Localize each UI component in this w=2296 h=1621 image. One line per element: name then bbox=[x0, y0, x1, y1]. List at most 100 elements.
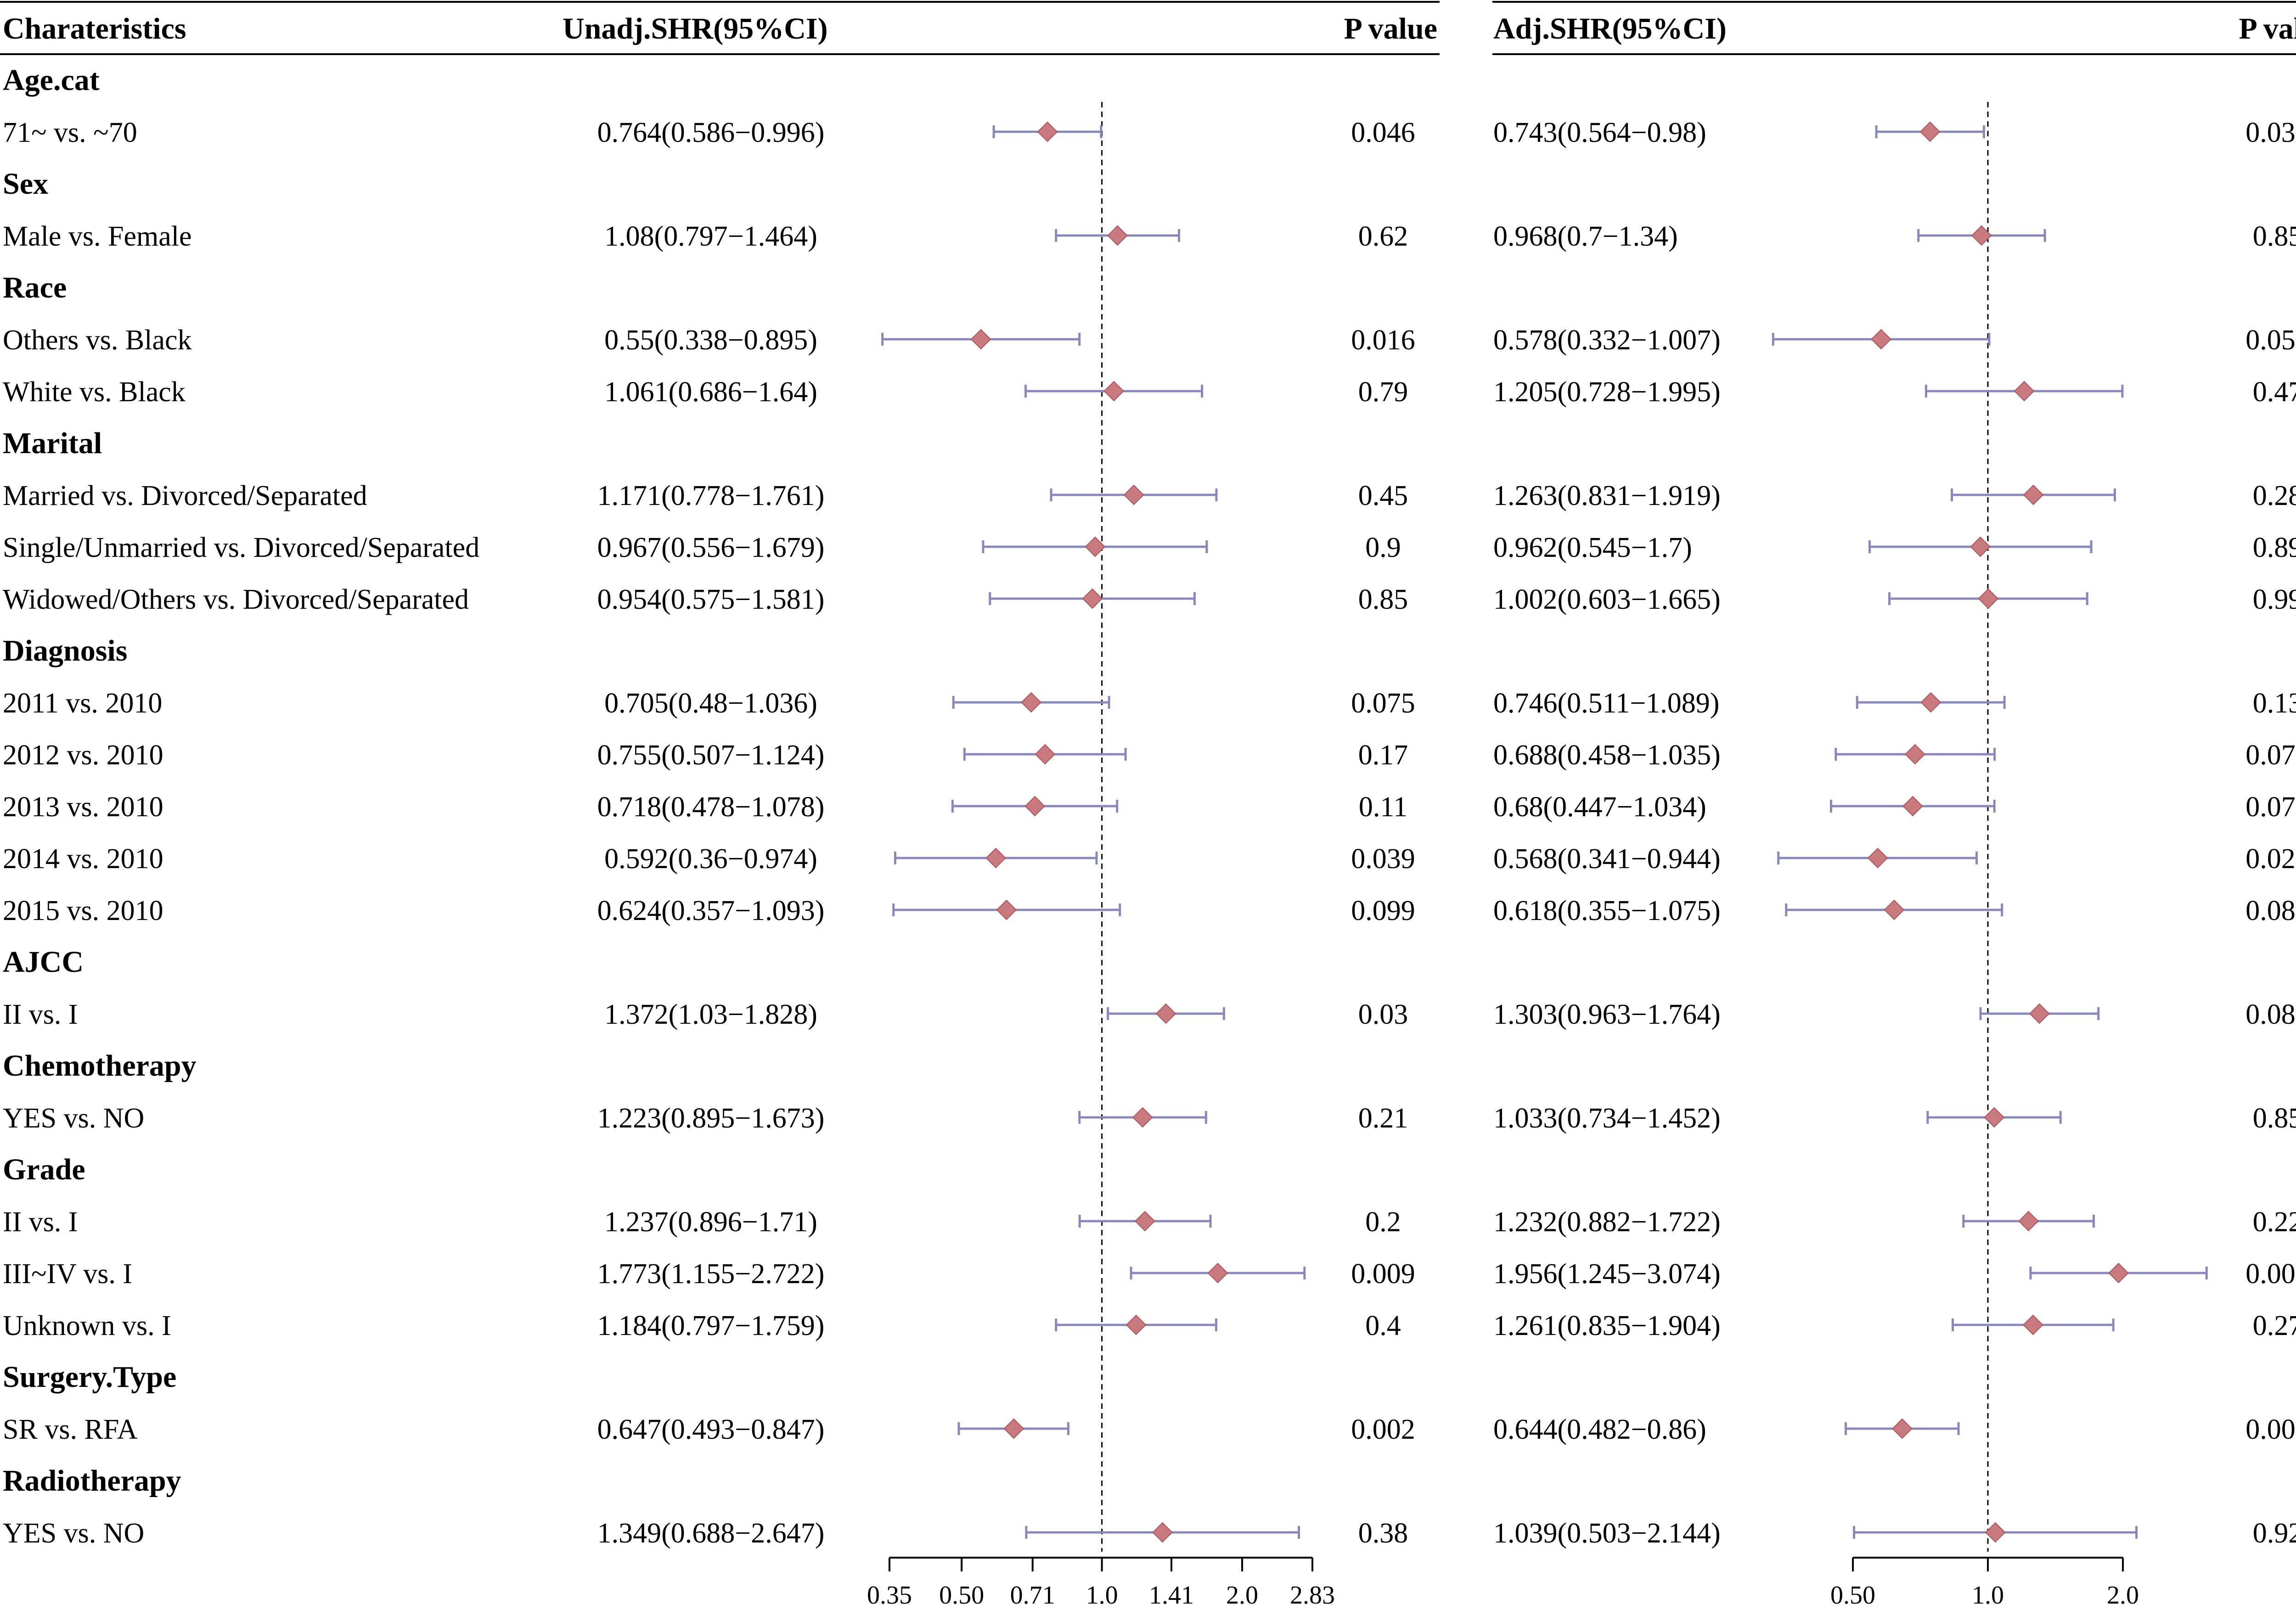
unadj-axis-tick-label: 1.41 bbox=[1149, 1581, 1194, 1610]
group-label: Diagnosis bbox=[3, 634, 127, 667]
unadj-shr-value: 1.08(0.797−1.464) bbox=[604, 221, 817, 252]
row-label: III~IV vs. I bbox=[3, 1258, 132, 1290]
unadj-shr-value: 1.237(0.896−1.71) bbox=[604, 1206, 817, 1238]
adj-point-estimate bbox=[1904, 744, 1925, 765]
row-label: 2015 vs. 2010 bbox=[3, 895, 163, 926]
group-label: AJCC bbox=[3, 945, 84, 979]
header-p-value-right: P value bbox=[2239, 12, 2296, 45]
unadj-point-estimate bbox=[1035, 744, 1056, 765]
unadj-shr-value: 0.647(0.493−0.847) bbox=[597, 1414, 825, 1445]
unadj-point-estimate bbox=[996, 899, 1017, 920]
adj-point-estimate bbox=[1902, 796, 1923, 817]
unadj-point-estimate bbox=[1085, 536, 1106, 557]
unadj-point-estimate bbox=[1134, 1211, 1155, 1232]
unadj-shr-value: 0.55(0.338−0.895) bbox=[604, 325, 817, 356]
unadj-p-value: 0.9 bbox=[1365, 532, 1401, 563]
adj-shr-value: 1.261(0.835−1.904) bbox=[1493, 1310, 1721, 1341]
row-label: 2014 vs. 2010 bbox=[3, 843, 163, 875]
unadj-p-value: 0.002 bbox=[1351, 1414, 1415, 1445]
unadj-p-value: 0.79 bbox=[1358, 376, 1408, 408]
unadj-shr-value: 0.624(0.357−1.093) bbox=[597, 895, 825, 926]
adj-shr-value: 0.568(0.341−0.944) bbox=[1493, 843, 1721, 875]
unadj-shr-value: 1.349(0.688−2.647) bbox=[597, 1518, 825, 1549]
unadj-shr-value: 1.184(0.797−1.759) bbox=[597, 1310, 825, 1341]
unadj-point-estimate bbox=[1152, 1522, 1173, 1543]
adj-axis-tick-label: 2.0 bbox=[2107, 1581, 2139, 1610]
group-label: Grade bbox=[3, 1153, 85, 1186]
unadj-p-value: 0.38 bbox=[1358, 1518, 1408, 1549]
row-label: YES vs. NO bbox=[3, 1103, 144, 1134]
adj-p-value: 0.13 bbox=[2253, 688, 2296, 719]
unadj-axis-tick-label: 1.0 bbox=[1086, 1581, 1118, 1610]
adj-shr-value: 0.618(0.355−1.075) bbox=[1493, 895, 1721, 926]
adj-point-estimate bbox=[1919, 121, 1941, 142]
unadj-point-estimate bbox=[1082, 588, 1103, 609]
row-label: II vs. I bbox=[3, 1206, 78, 1238]
unadj-point-estimate bbox=[970, 329, 991, 350]
adj-shr-value: 0.968(0.7−1.34) bbox=[1493, 221, 1678, 252]
unadj-p-value: 0.85 bbox=[1358, 584, 1408, 615]
group-label: Marital bbox=[3, 426, 102, 460]
group-label: Race bbox=[3, 271, 67, 304]
row-label: Others vs. Black bbox=[3, 325, 192, 356]
adj-point-estimate bbox=[1867, 847, 1888, 869]
adj-axis-tick-label: 1.0 bbox=[1972, 1581, 2004, 1610]
adj-point-estimate bbox=[1985, 1522, 2006, 1543]
unadj-axis-tick-label: 2.0 bbox=[1226, 1581, 1258, 1610]
unadj-p-value: 0.17 bbox=[1358, 740, 1408, 771]
row-label: Single/Unmarried vs. Divorced/Separated bbox=[3, 532, 479, 563]
adj-point-estimate bbox=[1978, 588, 1999, 609]
adj-shr-value: 0.578(0.332−1.007) bbox=[1493, 325, 1721, 356]
unadj-p-value: 0.62 bbox=[1358, 221, 1408, 252]
adj-p-value: 0.27 bbox=[2253, 1310, 2296, 1341]
unadj-p-value: 0.03 bbox=[1358, 999, 1408, 1030]
adj-shr-value: 0.644(0.482−0.86) bbox=[1493, 1414, 1706, 1445]
adj-p-value: 0.029 bbox=[2245, 843, 2296, 875]
unadj-p-value: 0.2 bbox=[1365, 1206, 1401, 1238]
group-label: Surgery.Type bbox=[3, 1360, 176, 1394]
unadj-shr-value: 1.223(0.895−1.673) bbox=[597, 1103, 825, 1134]
axis-layer: 0.35 0.50 0.71 1.0 1.41 2.0 2.83 0.50 1.0 2.0 bbox=[867, 1557, 2139, 1610]
unadj-p-value: 0.099 bbox=[1351, 895, 1415, 926]
unadj-point-estimate bbox=[1132, 1107, 1153, 1128]
adj-shr-value: 1.205(0.728−1.995) bbox=[1493, 376, 1721, 408]
header-p-value-left: P value bbox=[1344, 12, 1437, 45]
unadj-shr-value: 0.705(0.48−1.036) bbox=[604, 688, 817, 719]
row-label: 71~ vs. ~70 bbox=[3, 117, 137, 148]
adj-p-value: 0.053 bbox=[2245, 325, 2296, 356]
group-label: Age.cat bbox=[3, 63, 100, 97]
unadj-point-estimate bbox=[1155, 1003, 1176, 1024]
adj-shr-value: 0.743(0.564−0.98) bbox=[1493, 117, 1706, 148]
adj-shr-value: 0.962(0.545−1.7) bbox=[1493, 532, 1692, 563]
group-label: Chemotherapy bbox=[3, 1049, 197, 1083]
adj-p-value: 0.003 bbox=[2245, 1414, 2296, 1445]
row-label: YES vs. NO bbox=[3, 1518, 144, 1549]
adj-shr-value: 1.232(0.882−1.722) bbox=[1493, 1206, 1721, 1238]
adj-point-estimate bbox=[1920, 692, 1941, 713]
adj-shr-value: 1.956(1.245−3.074) bbox=[1493, 1258, 1721, 1290]
unadj-point-estimate bbox=[1207, 1262, 1228, 1284]
row-label: White vs. Black bbox=[3, 376, 186, 408]
unadj-axis-tick-label: 0.35 bbox=[867, 1581, 912, 1610]
unadj-p-value: 0.009 bbox=[1351, 1258, 1415, 1290]
adj-point-estimate bbox=[2014, 381, 2035, 402]
row-label: 2013 vs. 2010 bbox=[3, 791, 163, 823]
adj-axis-tick-label: 0.50 bbox=[1830, 1581, 1875, 1610]
adj-point-estimate bbox=[1891, 1418, 1913, 1439]
row-label: SR vs. RFA bbox=[3, 1414, 138, 1445]
adj-p-value: 0.89 bbox=[2253, 532, 2296, 563]
adj-point-estimate bbox=[2029, 1003, 2050, 1024]
unadj-point-estimate bbox=[1037, 121, 1058, 142]
adj-p-value: 0.85 bbox=[2253, 1103, 2296, 1134]
rows-layer: Age.cat 71~ vs. ~70 0.764(0.586−0.996) 0.04… bbox=[3, 63, 2296, 1549]
unadj-axis-tick-label: 0.50 bbox=[939, 1581, 984, 1610]
header-unadj-shr: Unadj.SHR(95%CI) bbox=[563, 12, 828, 45]
adj-p-value: 0.85 bbox=[2253, 221, 2296, 252]
adj-point-estimate bbox=[1970, 536, 1991, 557]
unadj-shr-value: 1.773(1.155−2.722) bbox=[597, 1258, 825, 1290]
adj-shr-value: 1.263(0.831−1.919) bbox=[1493, 480, 1721, 511]
unadj-p-value: 0.039 bbox=[1351, 843, 1415, 875]
plot-layer bbox=[881, 102, 2208, 1552]
unadj-p-value: 0.016 bbox=[1351, 325, 1415, 356]
